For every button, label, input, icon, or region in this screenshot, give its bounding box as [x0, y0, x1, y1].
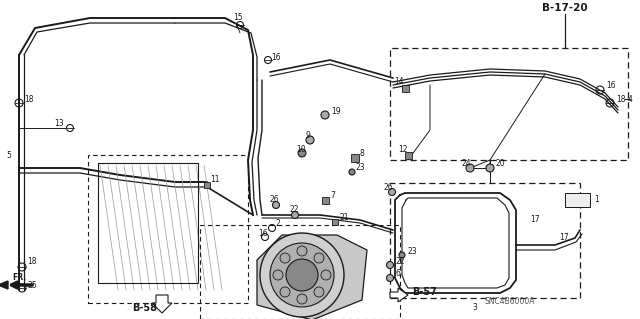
Text: 2: 2: [276, 219, 281, 228]
Bar: [351, 154, 359, 162]
Text: B-57: B-57: [412, 287, 437, 297]
Circle shape: [297, 294, 307, 304]
Bar: [98, 163, 198, 283]
Circle shape: [270, 243, 334, 307]
Text: 14: 14: [394, 77, 404, 85]
Bar: [204, 182, 210, 188]
Text: 23: 23: [407, 247, 417, 256]
Text: B-17-20: B-17-20: [542, 3, 588, 13]
Text: 23: 23: [356, 164, 365, 173]
Text: 21: 21: [340, 213, 349, 222]
Circle shape: [349, 169, 355, 175]
Bar: [390, 48, 628, 160]
Bar: [565, 193, 590, 207]
Circle shape: [260, 233, 344, 317]
Circle shape: [399, 252, 405, 258]
Text: B-58: B-58: [132, 303, 157, 313]
Circle shape: [306, 136, 314, 144]
Text: 8: 8: [360, 149, 365, 158]
Circle shape: [387, 262, 394, 269]
Text: 17: 17: [559, 234, 568, 242]
Text: 6: 6: [396, 269, 401, 278]
Text: 17: 17: [530, 216, 540, 225]
Bar: [401, 85, 408, 92]
Circle shape: [486, 164, 494, 172]
Bar: [404, 152, 412, 159]
Circle shape: [280, 253, 290, 263]
Text: 20: 20: [496, 159, 506, 167]
Text: 5: 5: [6, 151, 11, 160]
Text: 24: 24: [462, 159, 472, 167]
Text: 7: 7: [330, 191, 335, 201]
Text: 26: 26: [270, 196, 280, 204]
Circle shape: [286, 259, 318, 291]
Polygon shape: [0, 281, 8, 289]
Polygon shape: [390, 288, 408, 302]
Text: FR.: FR.: [12, 273, 26, 283]
Polygon shape: [257, 235, 367, 319]
Circle shape: [388, 189, 396, 196]
Circle shape: [298, 149, 306, 157]
Text: 16: 16: [271, 53, 280, 62]
Bar: [200, 225, 400, 319]
Bar: [88, 155, 248, 303]
Text: 25: 25: [28, 280, 38, 290]
Text: 12: 12: [398, 145, 408, 154]
Text: 15: 15: [233, 13, 243, 23]
Text: 19: 19: [331, 107, 340, 115]
Circle shape: [297, 246, 307, 256]
Text: 22: 22: [290, 205, 300, 214]
Text: 13: 13: [54, 118, 63, 128]
Text: 26: 26: [384, 182, 394, 191]
Circle shape: [273, 270, 283, 280]
Text: 16: 16: [606, 81, 616, 91]
Circle shape: [291, 211, 298, 219]
Text: 1: 1: [594, 196, 599, 204]
Bar: [321, 197, 328, 204]
Text: 11: 11: [210, 175, 220, 184]
Circle shape: [466, 164, 474, 172]
Text: 4: 4: [628, 94, 633, 103]
Text: 18: 18: [616, 94, 625, 103]
Text: 3: 3: [472, 302, 477, 311]
Text: 9: 9: [305, 130, 310, 139]
Circle shape: [321, 111, 329, 119]
Circle shape: [314, 287, 324, 297]
Polygon shape: [152, 295, 172, 313]
Circle shape: [280, 287, 290, 297]
Text: 18: 18: [24, 94, 33, 103]
Text: 22: 22: [396, 256, 406, 265]
Text: SNC4B6000A: SNC4B6000A: [484, 298, 535, 307]
Circle shape: [273, 202, 280, 209]
Text: 18: 18: [27, 257, 36, 266]
Circle shape: [314, 253, 324, 263]
Text: 10: 10: [296, 145, 306, 153]
Bar: [332, 219, 338, 225]
Circle shape: [387, 275, 394, 281]
Bar: [390, 183, 580, 298]
Text: 16: 16: [258, 228, 268, 238]
Circle shape: [321, 270, 331, 280]
